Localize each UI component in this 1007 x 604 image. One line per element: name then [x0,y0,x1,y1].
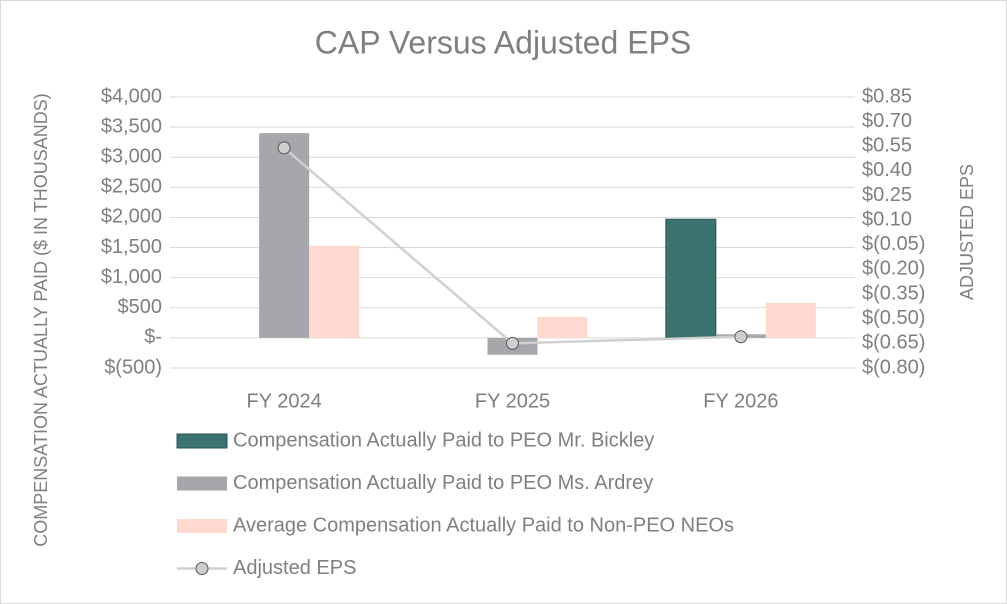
y-tick-label: $2,000 [101,206,162,228]
y2-tick-label: $(0.35) [862,282,925,304]
y-tick-label: $3,500 [101,115,162,137]
y2-tick-label: $0.70 [862,110,912,132]
legend-label: Average Compensation Actually Paid to No… [233,514,734,536]
legend-swatch [177,519,227,533]
y-tick-label: $2,500 [101,176,162,198]
legend-label: Compensation Actually Paid to PEO Ms. Ar… [233,472,653,494]
legend-marker [195,562,209,575]
legend-label: Adjusted EPS [233,557,356,579]
y-tick-label: $4,000 [101,85,162,107]
legend-swatch [177,476,227,491]
y2-tick-label: $0.85 [862,85,912,107]
y-tick-label: $(500) [104,356,162,378]
y-tick-label: $1,000 [101,266,162,288]
y-tick-label: $1,500 [101,236,162,258]
line-marker [734,330,748,344]
y2-tick-label: $0.10 [862,208,912,230]
line-marker [277,141,291,155]
line-marker [506,336,519,350]
y-tick-label: $3,000 [101,146,162,168]
x-tick-label: FY 2026 [703,390,778,412]
bar [537,316,588,338]
bar [259,133,310,338]
y-tick-label: $- [144,326,162,348]
bar [309,245,360,338]
y2-tick-label: $(0.80) [862,356,925,378]
y-tick-label: $500 [118,296,163,318]
y2-tick-label: $(0.20) [862,258,925,280]
y-axis-label: COMPENSATION ACTUALLY PAID ($ IN THOUSAN… [31,93,51,546]
x-tick-label: FY 2024 [247,390,322,412]
y2-tick-label: $(0.65) [862,332,925,354]
x-tick-label: FY 2025 [475,390,550,412]
y2-tick-label: $0.40 [862,159,912,181]
y2-tick-label: $(0.50) [862,307,925,329]
y2-tick-label: $0.55 [862,135,912,157]
bar [665,218,717,339]
y2-tick-label: $(0.05) [862,233,925,255]
legend-swatch [176,433,228,449]
chart-title: CAP Versus Adjusted EPS [315,24,692,60]
bar [765,302,816,338]
y2-axis-label: ADJUSTED EPS [957,164,977,300]
legend-label: Compensation Actually Paid to PEO Mr. Bi… [233,429,654,451]
y2-tick-label: $0.25 [862,184,912,206]
